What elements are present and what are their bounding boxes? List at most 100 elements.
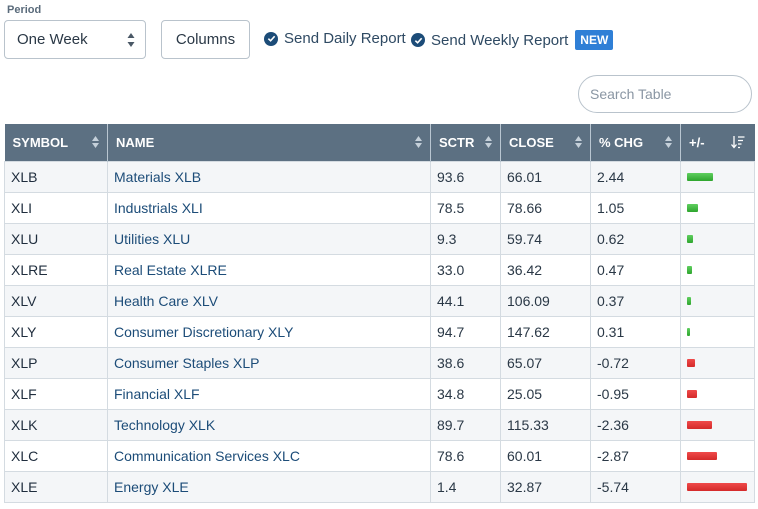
name-link[interactable]: Real Estate XLRE: [107, 253, 431, 286]
sctr-cell: 94.7: [430, 315, 501, 348]
name-link[interactable]: Consumer Staples XLP: [107, 346, 431, 379]
name-link[interactable]: Energy XLE: [107, 470, 431, 503]
header-plusminus[interactable]: +/-: [680, 124, 755, 161]
change-bar: [687, 172, 713, 181]
name-link[interactable]: Consumer Discretionary XLY: [107, 315, 431, 348]
sort-icon: [92, 136, 99, 148]
period-select[interactable]: One Week: [4, 20, 146, 59]
change-bar: [687, 203, 698, 212]
table-header-row: SYMBOL NAME SCTR CLOSE % CHG +/-: [4, 124, 755, 161]
sctr-cell: 78.5: [430, 191, 501, 224]
change-bar: [687, 327, 690, 336]
table-row: XLV Health Care XLV 44.1 106.09 0.37: [4, 284, 755, 317]
daily-report-label: Send Daily Report: [284, 30, 406, 47]
name-link[interactable]: Technology XLK: [107, 408, 431, 441]
sctr-cell: 44.1: [430, 284, 501, 317]
chg-cell: 0.62: [590, 222, 681, 255]
period-value: One Week: [17, 31, 88, 48]
sctr-cell: 34.8: [430, 377, 501, 410]
table-row: XLK Technology XLK 89.7 115.33 -2.36: [4, 408, 755, 441]
sctr-cell: 38.6: [430, 346, 501, 379]
sort-icon: [575, 136, 582, 148]
change-bar: [687, 296, 691, 305]
change-bar: [687, 420, 712, 429]
close-cell: 115.33: [500, 408, 591, 441]
chg-cell: -0.72: [590, 346, 681, 379]
header-sctr[interactable]: SCTR: [430, 124, 501, 161]
change-bar: [687, 358, 695, 367]
close-cell: 78.66: [500, 191, 591, 224]
daily-report-toggle[interactable]: Send Daily Report: [264, 30, 406, 47]
change-bar: [687, 451, 717, 460]
symbol-cell: XLP: [4, 346, 108, 379]
header-close[interactable]: CLOSE: [500, 124, 591, 161]
close-cell: 25.05: [500, 377, 591, 410]
close-cell: 65.07: [500, 346, 591, 379]
table-row: XLY Consumer Discretionary XLY 94.7 147.62 0…: [4, 315, 755, 348]
name-link[interactable]: Health Care XLV: [107, 284, 431, 317]
new-badge: NEW: [575, 30, 614, 50]
sctr-cell: 93.6: [430, 160, 501, 193]
name-link[interactable]: Financial XLF: [107, 377, 431, 410]
table-row: XLU Utilities XLU 9.3 59.74 0.62: [4, 222, 755, 255]
weekly-report-label: Send Weekly Report: [431, 31, 569, 49]
header-name[interactable]: NAME: [107, 124, 431, 161]
symbol-cell: XLF: [4, 377, 108, 410]
symbol-cell: XLY: [4, 315, 108, 348]
close-cell: 32.87: [500, 470, 591, 503]
sctr-cell: 78.6: [430, 439, 501, 472]
sort-icon: [485, 136, 492, 148]
change-bar-cell: [680, 315, 755, 348]
close-cell: 59.74: [500, 222, 591, 255]
symbol-cell: XLC: [4, 439, 108, 472]
chg-cell: -2.87: [590, 439, 681, 472]
sctr-cell: 33.0: [430, 253, 501, 286]
check-icon: [411, 33, 425, 47]
table-row: XLF Financial XLF 34.8 25.05 -0.95: [4, 377, 755, 410]
symbol-cell: XLV: [4, 284, 108, 317]
sort-icon: [415, 136, 422, 148]
sort-descending-icon: [730, 136, 744, 149]
change-bar: [687, 482, 747, 491]
change-bar: [687, 265, 692, 274]
change-bar-cell: [680, 346, 755, 379]
symbol-cell: XLRE: [4, 253, 108, 286]
change-bar-cell: [680, 439, 755, 472]
name-link[interactable]: Materials XLB: [107, 160, 431, 193]
sort-icon: [665, 136, 672, 148]
chg-cell: -2.36: [590, 408, 681, 441]
weekly-report-toggle[interactable]: Send Weekly Report NEW: [411, 30, 614, 50]
close-cell: 60.01: [500, 439, 591, 472]
header-chg[interactable]: % CHG: [590, 124, 681, 161]
change-bar-cell: [680, 253, 755, 286]
change-bar-cell: [680, 160, 755, 193]
name-link[interactable]: Communication Services XLC: [107, 439, 431, 472]
symbol-cell: XLI: [4, 191, 108, 224]
change-bar-cell: [680, 408, 755, 441]
close-cell: 147.62: [500, 315, 591, 348]
change-bar: [687, 234, 693, 243]
chg-cell: 0.47: [590, 253, 681, 286]
symbol-cell: XLK: [4, 408, 108, 441]
header-symbol[interactable]: SYMBOL: [4, 124, 108, 161]
change-bar-cell: [680, 377, 755, 410]
symbol-cell: XLB: [4, 160, 108, 193]
chg-cell: -5.74: [590, 470, 681, 503]
change-bar-cell: [680, 222, 755, 255]
change-bar-cell: [680, 470, 755, 503]
close-cell: 36.42: [500, 253, 591, 286]
table-row: XLE Energy XLE 1.4 32.87 -5.74: [4, 470, 755, 503]
sctr-cell: 1.4: [430, 470, 501, 503]
check-icon: [264, 31, 278, 46]
chg-cell: -0.95: [590, 377, 681, 410]
symbol-cell: XLU: [4, 222, 108, 255]
columns-button[interactable]: Columns: [161, 20, 250, 59]
name-link[interactable]: Industrials XLI: [107, 191, 431, 224]
sector-table: SYMBOL NAME SCTR CLOSE % CHG +/- XLB Mate…: [4, 124, 755, 503]
chg-cell: 1.05: [590, 191, 681, 224]
name-link[interactable]: Utilities XLU: [107, 222, 431, 255]
close-cell: 106.09: [500, 284, 591, 317]
change-bar-cell: [680, 191, 755, 224]
close-cell: 66.01: [500, 160, 591, 193]
search-input[interactable]: [578, 75, 752, 113]
